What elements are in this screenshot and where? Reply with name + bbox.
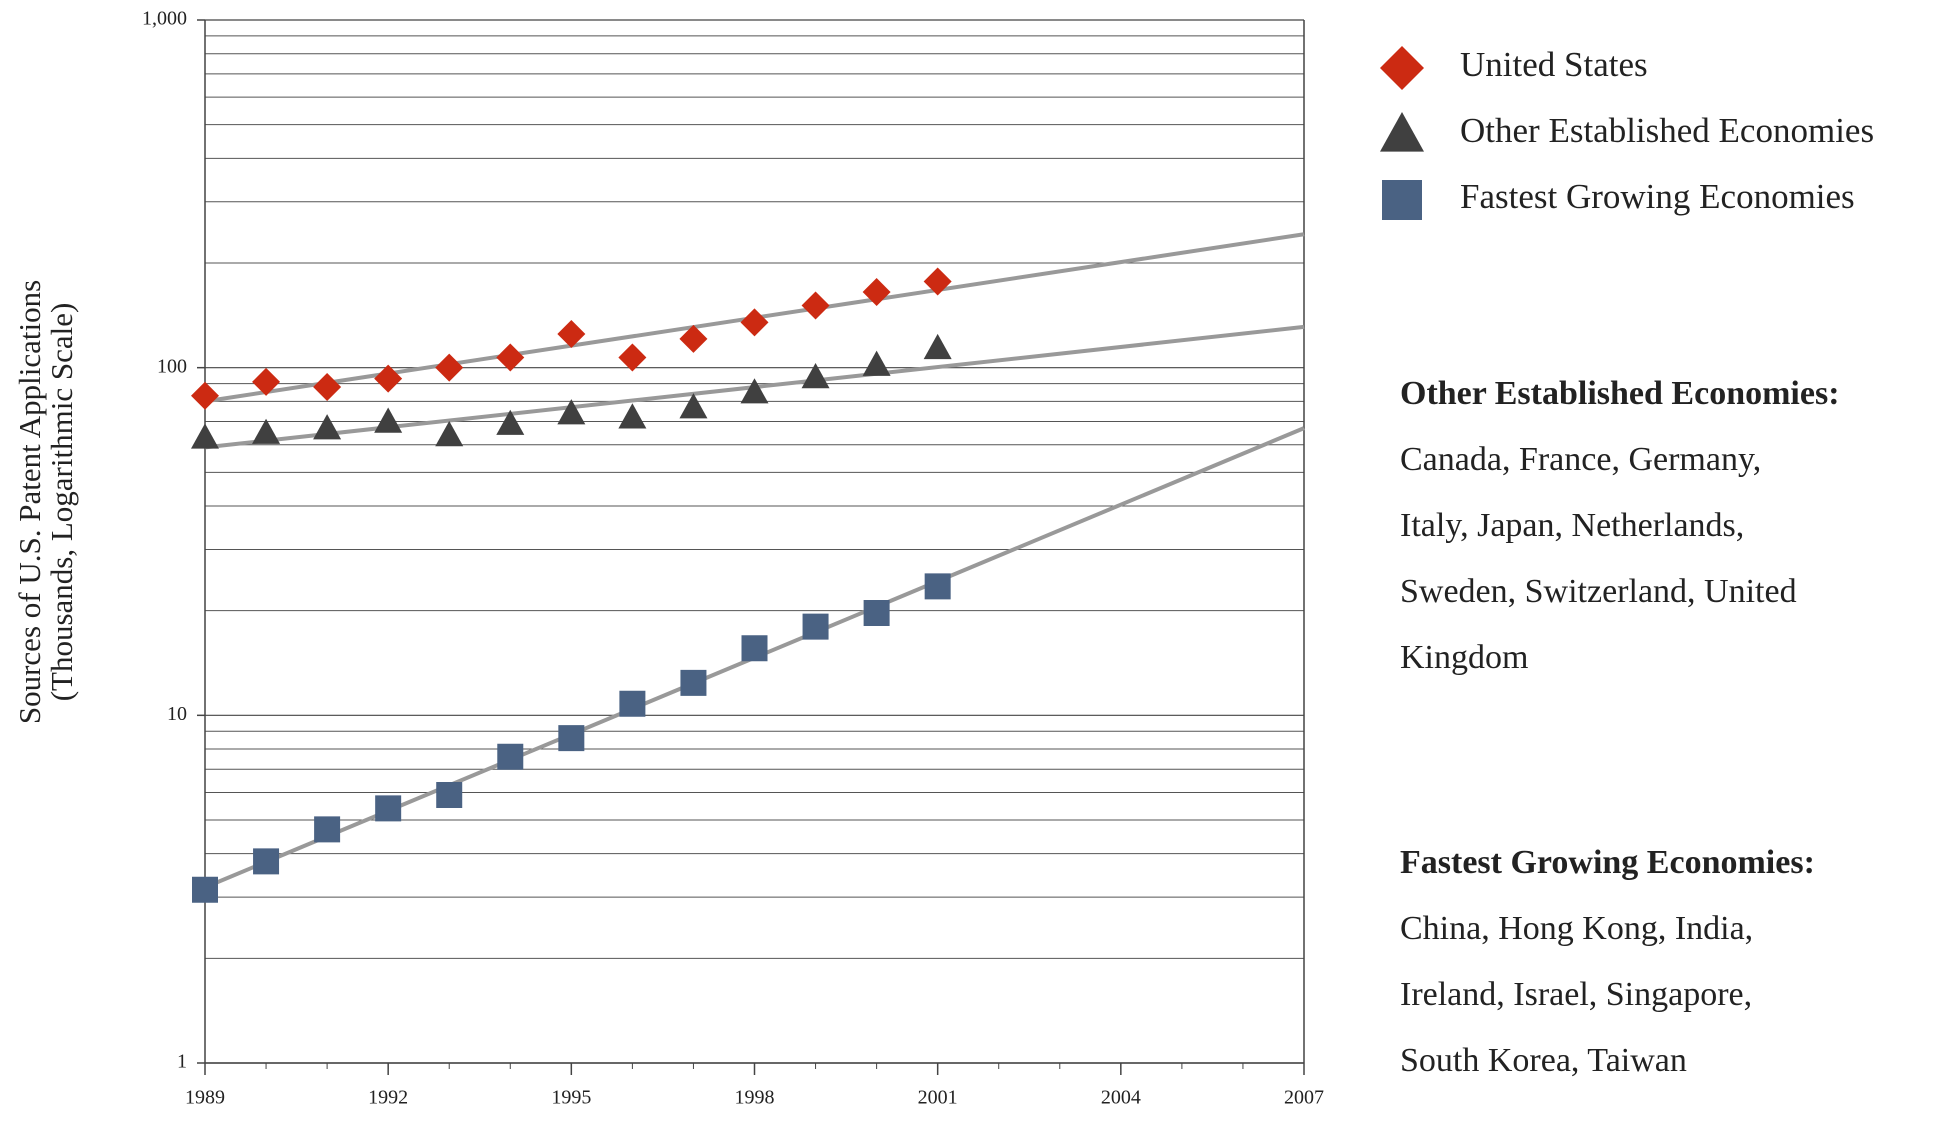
point [619, 690, 646, 717]
legend-marker [1380, 112, 1424, 152]
point [436, 782, 463, 809]
point [557, 319, 586, 348]
point [375, 795, 402, 822]
y-tick-label: 10 [167, 703, 187, 725]
point [191, 423, 219, 449]
note-line: South Korea, Taiwan [1400, 1042, 1687, 1079]
point [862, 278, 891, 307]
point [313, 414, 342, 440]
note-line: China, Hong Kong, India, [1400, 910, 1753, 947]
y-tick-label: 1 [177, 1051, 187, 1073]
point [863, 599, 890, 626]
point [924, 573, 951, 600]
legend-label: Other Established Economies [1460, 111, 1874, 150]
x-tick-label: 1995 [551, 1087, 591, 1109]
point [923, 267, 952, 296]
point [618, 343, 647, 372]
y-tick-label: 1,000 [142, 8, 187, 30]
point [740, 308, 769, 337]
point [435, 353, 464, 382]
point [802, 613, 829, 640]
legend-marker [1382, 180, 1422, 220]
point [374, 364, 403, 393]
point [558, 725, 585, 752]
point [191, 381, 219, 410]
x-tick-label: 2007 [1284, 1087, 1324, 1109]
point [252, 367, 281, 396]
point [313, 372, 342, 401]
point [496, 409, 525, 435]
point [741, 635, 768, 662]
x-tick-label: 1992 [368, 1087, 408, 1109]
note-line: Italy, Japan, Netherlands, [1400, 507, 1744, 544]
x-tick-label: 1998 [735, 1087, 775, 1109]
y-axis-label: Sources of U.S. Patent Applications (Tho… [12, 280, 79, 724]
note-line: Kingdom [1400, 639, 1528, 676]
point [252, 418, 281, 444]
legend-label: Fastest Growing Economies [1460, 177, 1855, 216]
point [679, 393, 708, 419]
x-tick-label: 2004 [1101, 1087, 1141, 1109]
point [314, 816, 341, 843]
note-line: Ireland, Israel, Singapore, [1400, 976, 1752, 1013]
note-title: Fastest Growing Economies: [1400, 844, 1815, 881]
point [740, 378, 769, 404]
note-line: Sweden, Switzerland, United [1400, 573, 1797, 610]
legend-label: United States [1460, 45, 1648, 84]
point [618, 403, 647, 429]
point [435, 421, 464, 447]
point [680, 669, 707, 696]
point [192, 876, 218, 903]
point [557, 399, 586, 425]
point [374, 407, 403, 433]
point [801, 363, 830, 389]
y-label-line: (Thousands, Logarithmic Scale) [44, 303, 79, 702]
point [496, 343, 525, 372]
legend-marker [1380, 46, 1424, 90]
point [253, 848, 280, 875]
y-tick-label: 100 [157, 355, 187, 377]
point [923, 333, 952, 360]
point [862, 350, 891, 376]
point [679, 324, 708, 353]
point [801, 291, 830, 320]
y-label-line: Sources of U.S. Patent Applications [12, 280, 47, 724]
x-tick-label: 2001 [918, 1087, 958, 1109]
note-line: Canada, France, Germany, [1400, 441, 1761, 478]
x-tick-label: 1989 [185, 1087, 225, 1109]
point [497, 743, 524, 770]
note-title: Other Established Economies: [1400, 375, 1840, 412]
